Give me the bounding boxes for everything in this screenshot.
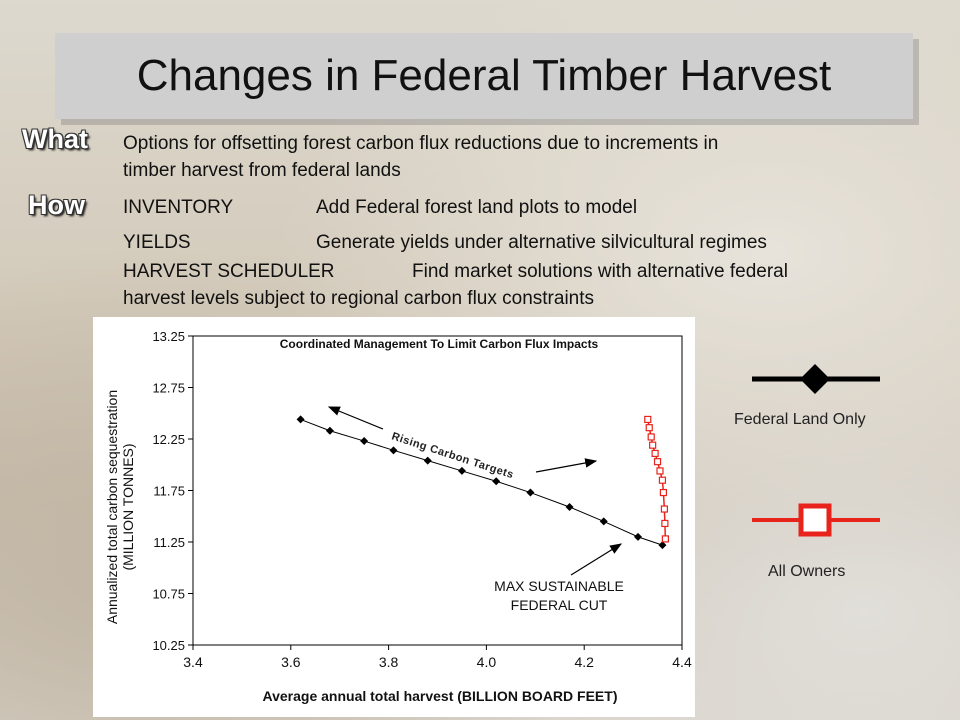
x-tick-label: 4.0 (477, 654, 497, 670)
x-tick-label: 4.2 (574, 654, 594, 670)
legend-federal-label: Federal Land Only (734, 411, 866, 428)
what-text-line-2: timber harvest from federal lands (123, 160, 401, 181)
rising-arrow-right (535, 458, 598, 473)
title-bar: Changes in Federal Timber Harvest (55, 33, 913, 119)
data-point-square (645, 424, 653, 432)
plot-area-frame (192, 335, 683, 646)
x-tick-label: 3.8 (379, 654, 399, 670)
data-point-square (661, 519, 669, 528)
yields-text: Generate yields under alternative silvic… (316, 232, 767, 253)
rising-carbon-targets-annotation: Rising Carbon Targets (390, 430, 515, 481)
y-tick-label: 12.25 (152, 432, 185, 447)
series-line (300, 418, 663, 546)
what-label: What (22, 124, 88, 154)
inventory-text: Add Federal forest land plots to model (316, 197, 638, 218)
y-tick-label: 11.25 (153, 535, 185, 550)
diamond-marker-icon (800, 364, 830, 394)
data-point-diamond (423, 456, 432, 465)
y-tick-label: 10.25 (152, 638, 185, 653)
rising-arrow-left (327, 406, 384, 430)
data-point-diamond (565, 502, 574, 511)
harvest-scheduler-text-2: harvest levels subject to regional carbo… (123, 288, 595, 309)
data-point-square (644, 415, 652, 424)
chart-title: Coordinated Management To Limit Carbon F… (280, 337, 599, 351)
x-tick-label: 4.4 (672, 654, 692, 670)
harvest-scheduler-label: HARVEST SCHEDULER (123, 261, 335, 282)
legend-all-owners: All Owners (748, 500, 888, 580)
legend-all-owners-label: All Owners (768, 563, 846, 580)
data-point-diamond (325, 426, 334, 435)
data-point-diamond (360, 437, 369, 446)
harvest-scheduler-text: Find market solutions with alternative f… (412, 261, 788, 282)
inventory-label: INVENTORY (123, 197, 234, 218)
what-text-line-1: Options for offsetting forest carbon flu… (123, 133, 719, 154)
y-axis-label-units: (MILLION TONNES) (120, 443, 136, 570)
chart-panel: 13.25 12.75 12.25 11.75 11.25 10.75 10.25 3.4 3.… (93, 317, 695, 717)
y-tick-label: 13.25 (152, 329, 185, 344)
data-point-square (656, 467, 664, 475)
data-point-diamond (633, 532, 642, 541)
slide-title: Changes in Federal Timber Harvest (136, 51, 832, 100)
square-marker-icon (798, 503, 832, 537)
chart-marks (296, 406, 669, 576)
data-point-square (651, 449, 659, 458)
chart-axes: 13.25 12.75 12.25 11.75 11.25 10.75 10.253.4 3.… (152, 329, 691, 670)
data-point-diamond (389, 446, 398, 455)
yields-label: YIELDS (123, 232, 191, 253)
data-point-square (660, 505, 668, 513)
max-cut-arrow (570, 543, 623, 576)
data-point-diamond (296, 415, 305, 424)
max-sustainable-annotation-1: MAX SUSTAINABLE (494, 578, 624, 594)
data-point-square (647, 433, 655, 441)
y-tick-label: 11.75 (153, 484, 185, 499)
data-point-square (649, 441, 657, 449)
y-tick-label: 12.75 (152, 381, 185, 396)
x-axis-label: Average annual total harvest (BILLION BO… (263, 688, 618, 704)
x-tick-label: 3.6 (281, 654, 301, 670)
max-sustainable-annotation-2: FEDERAL CUT (511, 597, 608, 613)
legend-federal-symbol (752, 364, 880, 394)
data-point-diamond (658, 541, 667, 550)
data-point-diamond (526, 488, 535, 497)
y-axis-label: Annualized total carbon sequestration (104, 390, 120, 624)
data-point-square (658, 476, 667, 484)
legend-federal: Federal Land Only (734, 355, 888, 435)
legend-all-owners-symbol (752, 503, 880, 537)
y-tick-label: 10.75 (152, 587, 185, 602)
data-point-square (659, 488, 668, 497)
how-label: How (28, 190, 85, 220)
data-point-diamond (492, 477, 501, 486)
chart-svg: 13.25 12.75 12.25 11.75 11.25 10.75 10.253.4 3.… (104, 329, 692, 704)
x-tick-label: 3.4 (183, 654, 203, 670)
data-point-diamond (457, 466, 466, 475)
data-point-square (653, 458, 662, 466)
data-point-square (661, 535, 669, 543)
data-point-diamond (599, 517, 608, 526)
